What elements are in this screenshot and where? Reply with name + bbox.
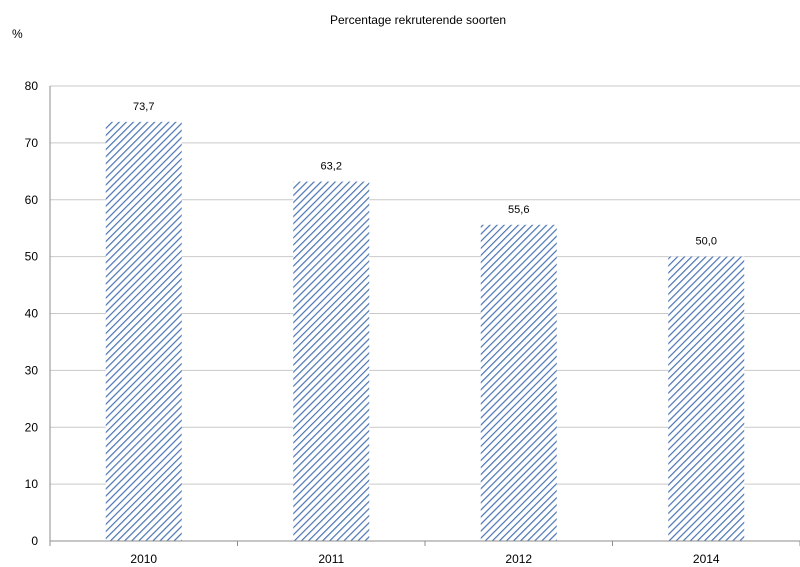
y-tick-label: 50: [25, 250, 39, 264]
y-tick-label: 70: [25, 136, 39, 150]
data-label-2012: 55,6: [508, 204, 529, 216]
x-tick-label-2012: 2012: [505, 552, 532, 566]
data-label-2014: 50,0: [696, 236, 717, 248]
bar-2011: [293, 181, 370, 542]
y-tick-label: 0: [31, 534, 38, 548]
chart-title: Percentage rekruterende soorten: [330, 13, 506, 27]
y-axis-unit-label: %: [12, 27, 23, 41]
axes: [49, 86, 800, 546]
y-tick-label: 60: [25, 193, 39, 207]
bar-2014: [668, 256, 745, 541]
x-tick-label-2011: 2011: [318, 552, 344, 566]
bars: [105, 121, 745, 542]
x-tick-label-2014: 2014: [693, 552, 720, 566]
y-tick-label: 40: [25, 307, 39, 321]
data-label-2010: 73,7: [133, 101, 154, 113]
data-label-2011: 63,2: [321, 161, 342, 173]
x-tick-label-2010: 2010: [130, 552, 157, 566]
y-tick-label: 30: [25, 363, 39, 377]
y-tick-label: 20: [25, 420, 39, 434]
y-tick-label: 10: [25, 477, 39, 491]
labels: 0 10 20 30 40 50 60 70 80 73,7 2010 63,2 2011 55,6 201…: [25, 79, 720, 566]
bar-2010: [105, 121, 182, 542]
bar-2012: [480, 224, 557, 541]
y-tick-label: 80: [25, 79, 39, 93]
